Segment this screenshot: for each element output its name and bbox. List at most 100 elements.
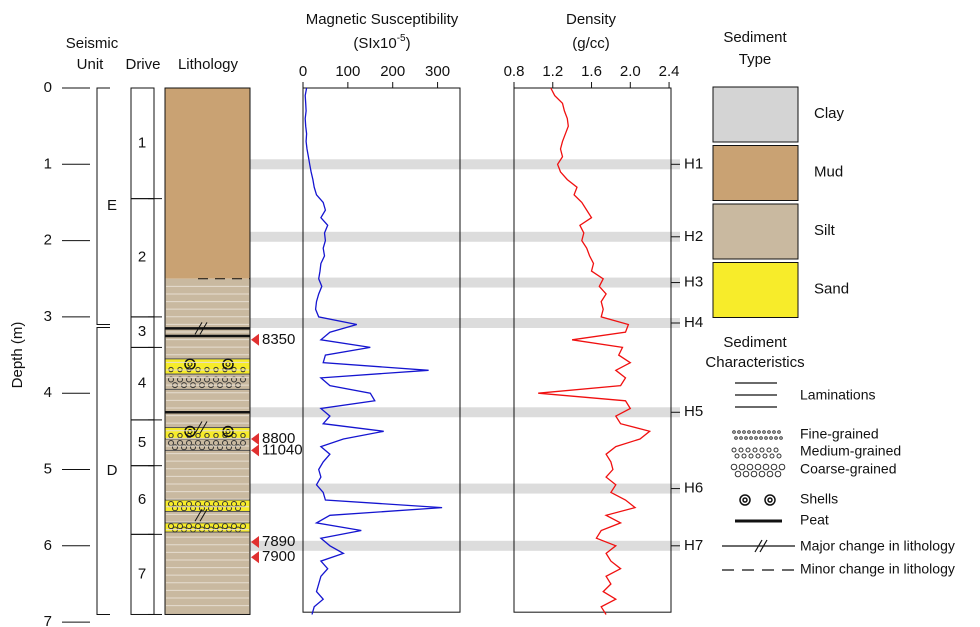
age-label: 11040 <box>262 441 303 458</box>
age-marker <box>251 444 259 456</box>
x-tick-label: 1.6 <box>581 63 602 80</box>
grain <box>767 448 771 452</box>
age-label: 7900 <box>262 548 295 565</box>
density-title: Density <box>566 11 617 28</box>
lithology-layer <box>165 88 250 279</box>
grain <box>746 448 750 452</box>
x-tick-label: 100 <box>335 63 360 80</box>
legend-label: Laminations <box>800 387 876 403</box>
grain <box>733 431 736 434</box>
grain <box>739 448 743 452</box>
grain <box>763 454 767 458</box>
legend-label: Major change in lithology <box>800 538 955 554</box>
unit-part: ) <box>406 35 411 52</box>
major-change-symbol <box>722 540 795 552</box>
drive-label: 5 <box>138 434 146 451</box>
lithology-title: Lithology <box>178 56 239 73</box>
grain <box>775 471 781 477</box>
seismic-title: Seismic <box>66 35 119 52</box>
shell-symbol <box>740 495 775 505</box>
legend-label: Mud <box>814 163 843 180</box>
horizon-label: H3 <box>684 274 703 291</box>
drive-label: 1 <box>138 134 146 151</box>
horizon-label: H6 <box>684 480 703 497</box>
seismic-label: D <box>107 462 118 479</box>
grain <box>751 471 757 477</box>
grain <box>777 454 781 458</box>
grain <box>748 431 751 434</box>
y-tick-label: 0 <box>44 79 52 96</box>
drive-label: 7 <box>138 565 146 582</box>
legend-title: Sediment <box>723 334 787 351</box>
grain <box>765 437 768 440</box>
grain <box>739 464 745 470</box>
grain <box>749 454 753 458</box>
age-marker <box>251 334 259 346</box>
y-axis-label: Depth (m) <box>9 322 26 389</box>
horizon-label: H1 <box>684 155 703 172</box>
grain <box>758 431 761 434</box>
grain <box>771 464 777 470</box>
seismic-title: Unit <box>77 56 105 73</box>
grain <box>743 431 746 434</box>
magnetic-title: Magnetic Susceptibility <box>306 11 459 28</box>
legend-swatch <box>713 87 798 142</box>
grain <box>740 437 743 440</box>
grain <box>747 464 753 470</box>
legend-swatch <box>713 146 798 201</box>
grain <box>770 437 773 440</box>
grain <box>759 471 765 477</box>
grain <box>774 448 778 452</box>
x-tick-label: 200 <box>380 63 405 80</box>
grain <box>770 454 774 458</box>
lamination-symbol <box>735 383 777 407</box>
x-tick-label: 0.8 <box>504 63 525 80</box>
grain <box>735 471 741 477</box>
legend-title: Characteristics <box>705 354 804 371</box>
grain <box>755 464 761 470</box>
magnetic-unit: (SIx10-5) <box>353 33 410 52</box>
grain <box>768 431 771 434</box>
legend-label: Silt <box>814 222 836 239</box>
y-tick-label: 7 <box>44 613 52 627</box>
horizon-label: H4 <box>684 314 703 331</box>
y-tick-label: 6 <box>44 537 52 554</box>
legend: Sediment Type Sediment Characteristics C… <box>705 29 954 577</box>
x-tick-label: 2.4 <box>659 63 680 80</box>
grain <box>775 437 778 440</box>
drive-label: 6 <box>138 491 146 508</box>
horizon-band <box>250 232 680 242</box>
grain <box>763 431 766 434</box>
grain <box>760 448 764 452</box>
grain <box>779 464 785 470</box>
x-tick-label: 0 <box>299 63 307 80</box>
grain <box>753 448 757 452</box>
grain <box>731 464 737 470</box>
drive-label: 2 <box>138 249 146 266</box>
y-tick-label: 1 <box>44 155 52 172</box>
drive-title: Drive <box>125 56 160 73</box>
unit-part: (SIx10 <box>353 35 396 52</box>
horizon-band <box>250 318 680 328</box>
grain <box>735 437 738 440</box>
y-tick-label: 2 <box>44 232 52 249</box>
legend-label: Coarse-grained <box>800 461 897 477</box>
grain <box>760 437 763 440</box>
grain <box>750 437 753 440</box>
seismic-label: E <box>107 197 117 214</box>
legend-label: Medium-grained <box>800 443 901 459</box>
age-label: 8350 <box>262 331 295 348</box>
grain <box>732 448 736 452</box>
horizon-band <box>250 159 680 169</box>
y-tick-label: 5 <box>44 460 52 477</box>
legend-title: Type <box>739 51 772 68</box>
horizon-label: H2 <box>684 228 703 245</box>
drive-label: 4 <box>138 375 146 392</box>
grain <box>745 437 748 440</box>
grain <box>767 471 773 477</box>
legend-swatch <box>713 263 798 318</box>
grain <box>773 431 776 434</box>
grain <box>755 437 758 440</box>
grain <box>756 454 760 458</box>
horizon-band <box>250 278 680 288</box>
